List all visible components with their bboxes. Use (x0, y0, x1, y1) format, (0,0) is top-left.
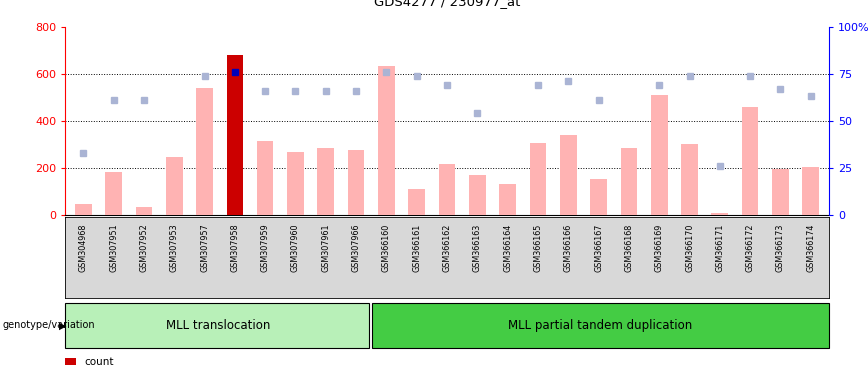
Bar (438, 164, 456, 215)
Text: GSM366167: GSM366167 (594, 223, 603, 272)
Text: GSM307953: GSM307953 (170, 223, 179, 272)
Text: GSM307959: GSM307959 (260, 223, 270, 272)
Text: GSM307958: GSM307958 (230, 223, 240, 272)
Bar (590, 179, 607, 215)
Bar (408, 189, 425, 215)
Bar (469, 175, 486, 215)
Bar (227, 55, 243, 215)
Text: GSM366168: GSM366168 (624, 223, 634, 271)
Text: GSM366162: GSM366162 (443, 223, 451, 272)
Bar (318, 148, 334, 215)
Bar (742, 107, 759, 215)
Text: GSM307957: GSM307957 (200, 223, 209, 272)
Bar (378, 66, 395, 215)
Bar (196, 88, 213, 215)
Bar (773, 169, 789, 215)
Bar (372, 303, 829, 348)
Text: count: count (84, 357, 114, 367)
Bar (65, 303, 369, 348)
Text: GSM366165: GSM366165 (534, 223, 542, 272)
Text: MLL translocation: MLL translocation (166, 319, 270, 332)
Text: GSM366163: GSM366163 (473, 223, 482, 271)
Bar (348, 151, 365, 215)
Bar (499, 184, 516, 215)
Bar (75, 204, 92, 215)
Bar (560, 135, 576, 215)
Text: GDS4277 / 230977_at: GDS4277 / 230977_at (374, 0, 520, 8)
Text: GSM366169: GSM366169 (654, 223, 664, 272)
Text: GSM366164: GSM366164 (503, 223, 512, 271)
Text: GSM307951: GSM307951 (109, 223, 118, 272)
Bar (681, 144, 698, 215)
Text: GSM366171: GSM366171 (715, 223, 724, 272)
Text: GSM366170: GSM366170 (685, 223, 694, 272)
Bar (105, 172, 122, 215)
Text: ▶: ▶ (59, 320, 67, 331)
Text: GSM366173: GSM366173 (776, 223, 785, 272)
Text: GSM304968: GSM304968 (79, 223, 88, 272)
Text: GSM307952: GSM307952 (140, 223, 148, 272)
Text: MLL partial tandem duplication: MLL partial tandem duplication (508, 319, 692, 332)
Text: GSM307961: GSM307961 (321, 223, 331, 272)
Text: GSM307960: GSM307960 (291, 223, 300, 272)
Text: GSM366172: GSM366172 (746, 223, 754, 272)
Text: GSM366161: GSM366161 (412, 223, 421, 271)
Bar (287, 152, 304, 215)
Text: GSM366160: GSM366160 (382, 223, 391, 271)
Bar (529, 143, 546, 215)
Text: GSM307966: GSM307966 (352, 223, 360, 272)
Bar (257, 141, 273, 215)
Text: GSM366166: GSM366166 (563, 223, 573, 271)
Text: GSM366174: GSM366174 (806, 223, 815, 272)
Bar (802, 167, 819, 215)
Text: genotype/variation: genotype/variation (3, 320, 95, 331)
Bar (135, 207, 152, 215)
Bar (651, 95, 667, 215)
Bar (166, 157, 182, 215)
Bar (712, 213, 728, 215)
Bar (621, 148, 637, 215)
